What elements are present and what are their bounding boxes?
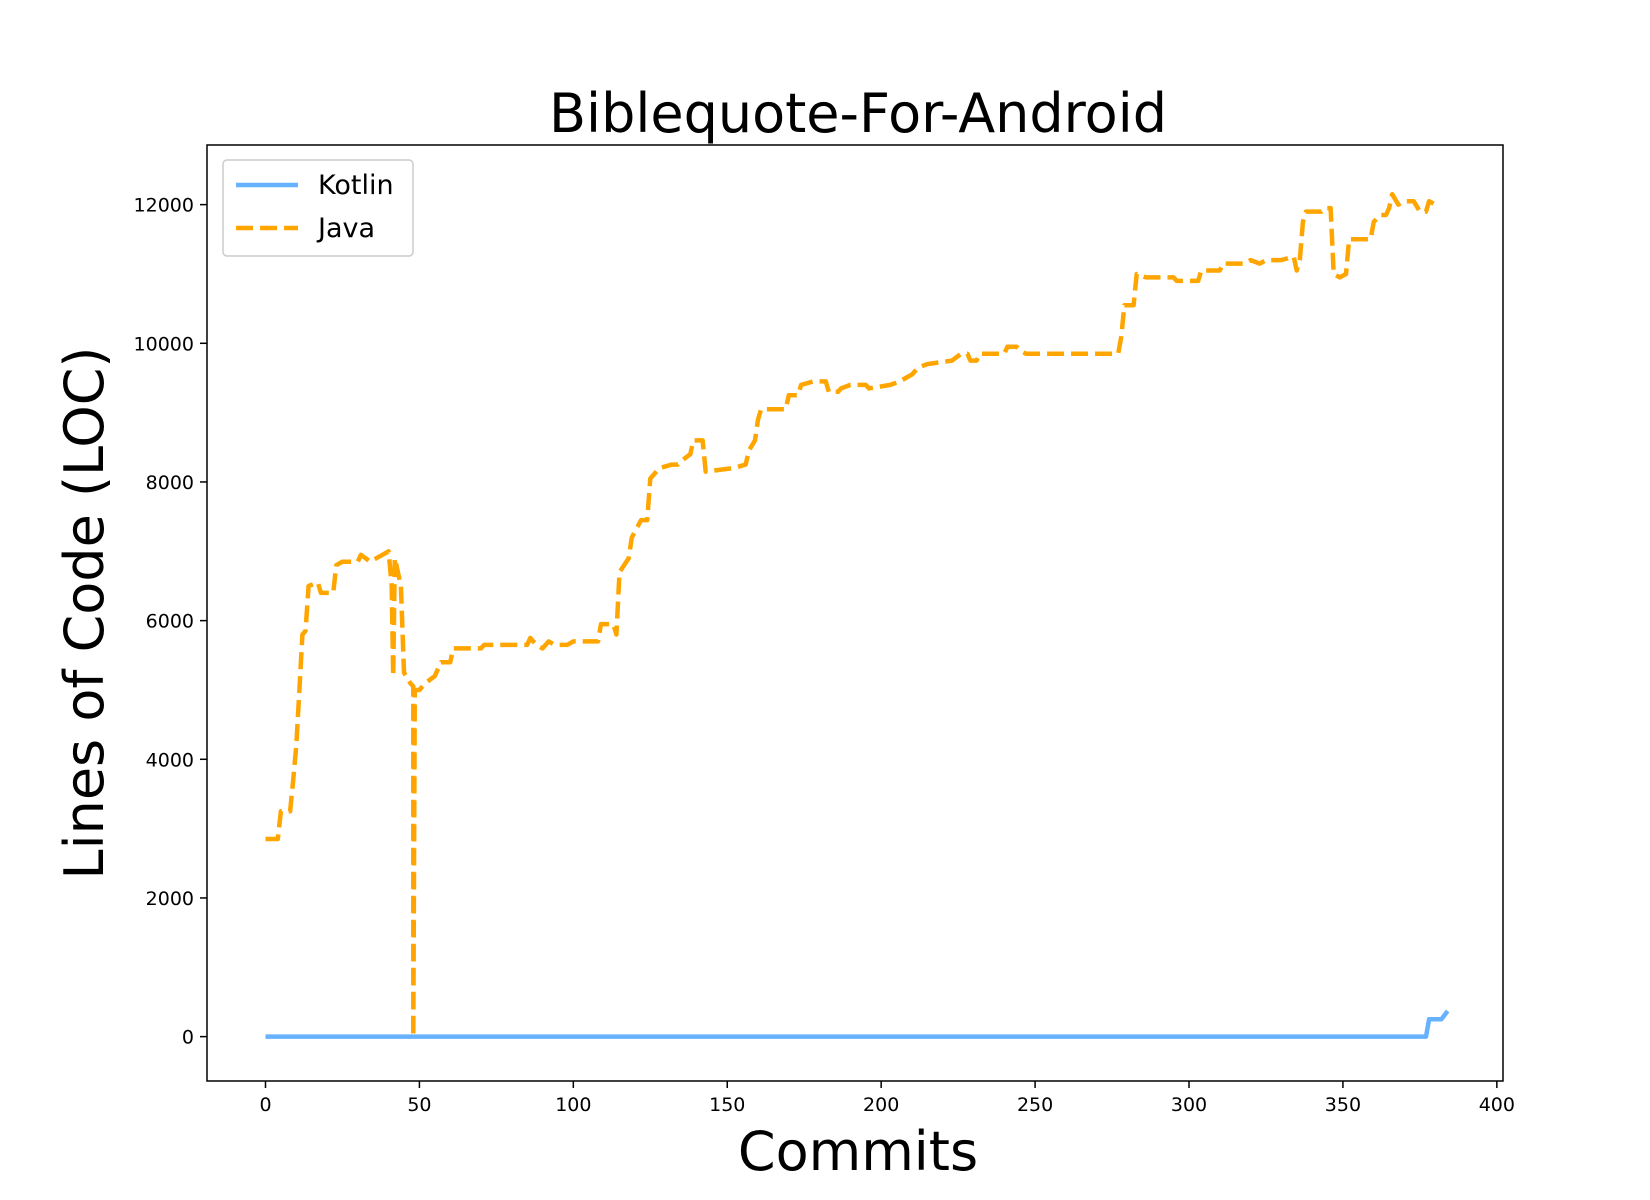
series-line-java	[265, 191, 1437, 1039]
y-tick-label: 2000	[146, 888, 194, 910]
y-axis: 0 2000 4000 6000 8000 10000 12000	[134, 195, 207, 1049]
y-tick-label: 12000	[134, 195, 194, 217]
y-tick-label: 0	[182, 1027, 194, 1049]
x-tick-label: 250	[1017, 1094, 1053, 1116]
y-tick-label: 10000	[134, 333, 194, 355]
plot-frame	[206, 144, 1504, 1082]
x-tick-label: 350	[1325, 1094, 1361, 1116]
legend-label-kotlin: Kotlin	[318, 170, 394, 201]
legend-label-java: Java	[316, 213, 375, 244]
x-tick-label: 400	[1479, 1094, 1515, 1116]
x-axis: 0 50 100 150 200 250 300 350 400	[259, 1081, 1515, 1116]
chart-title: Biblequote-For-Android	[549, 82, 1167, 145]
y-tick-label: 8000	[146, 472, 194, 494]
x-tick-label: 0	[259, 1094, 271, 1116]
series-line-kotlin	[265, 1009, 1450, 1039]
x-axis-title: Commits	[738, 1120, 978, 1183]
legend: Kotlin Java	[222, 159, 414, 257]
x-tick-label: 200	[863, 1094, 899, 1116]
y-axis-title: Lines of Code (LOC)	[53, 347, 116, 880]
y-tick-label: 4000	[146, 749, 194, 771]
x-tick-label: 300	[1171, 1094, 1207, 1116]
y-tick-label: 6000	[146, 611, 194, 633]
plot-lines	[265, 191, 1450, 1039]
x-tick-label: 50	[407, 1094, 431, 1116]
x-tick-label: 100	[555, 1094, 591, 1116]
x-tick-label: 150	[709, 1094, 745, 1116]
